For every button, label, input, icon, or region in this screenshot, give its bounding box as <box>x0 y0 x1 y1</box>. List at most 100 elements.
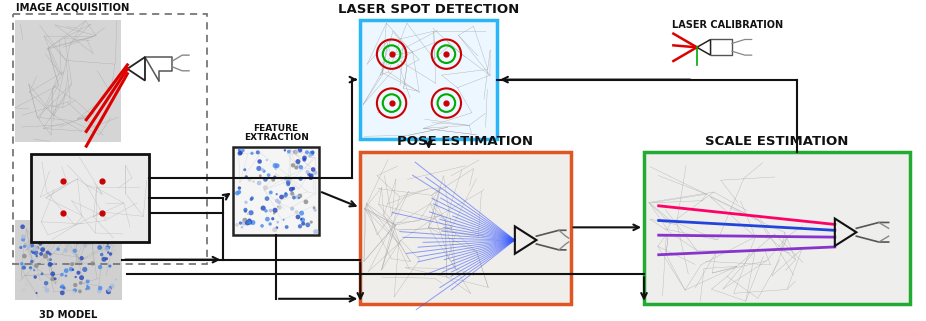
Point <box>19 277 33 282</box>
Point <box>239 200 254 205</box>
Point <box>293 224 307 229</box>
Point <box>232 189 246 195</box>
Point <box>54 234 69 239</box>
Point <box>258 185 273 190</box>
Point <box>35 259 50 265</box>
Point <box>62 233 77 238</box>
Point <box>302 172 317 177</box>
FancyBboxPatch shape <box>15 20 120 142</box>
Point <box>293 148 307 153</box>
Point <box>43 275 57 280</box>
Point <box>85 261 100 266</box>
Point <box>257 169 271 174</box>
Point <box>255 223 269 229</box>
Point <box>39 281 54 286</box>
Point <box>263 208 278 213</box>
Point <box>274 195 289 200</box>
Point <box>304 173 319 178</box>
Point <box>252 180 267 186</box>
Point <box>261 172 276 178</box>
Point <box>294 176 308 181</box>
Point <box>102 245 117 250</box>
Text: IMAGE ACQUISITION: IMAGE ACQUISITION <box>16 2 130 12</box>
Point <box>230 222 244 228</box>
Point <box>52 233 67 238</box>
Point <box>259 196 274 201</box>
Point <box>289 165 304 170</box>
FancyBboxPatch shape <box>360 20 497 139</box>
Point <box>64 267 79 272</box>
Point <box>269 225 284 230</box>
Point <box>238 218 253 223</box>
Point <box>306 150 320 155</box>
Point <box>66 267 81 272</box>
Point <box>240 220 255 225</box>
Point <box>15 261 30 266</box>
Point <box>54 284 69 290</box>
Point <box>282 176 297 181</box>
Point <box>43 251 57 256</box>
Point <box>238 209 253 214</box>
Point <box>295 221 310 226</box>
Point <box>271 200 286 205</box>
Point <box>55 272 69 277</box>
Point <box>103 251 118 256</box>
Point <box>237 221 252 226</box>
Point <box>56 285 71 291</box>
Point <box>16 237 31 242</box>
Point <box>23 265 38 270</box>
Point <box>307 208 322 213</box>
Point <box>244 151 259 156</box>
Point <box>246 179 261 184</box>
Point <box>245 220 260 225</box>
Point <box>68 282 82 288</box>
Point <box>79 287 94 292</box>
Text: 3D MODEL: 3D MODEL <box>40 309 98 319</box>
Point <box>244 197 258 202</box>
Point <box>15 224 30 229</box>
Point <box>68 288 82 293</box>
Point <box>44 257 58 262</box>
Point <box>80 283 94 288</box>
Point <box>289 209 304 214</box>
Point <box>263 221 278 227</box>
Point <box>31 245 45 250</box>
FancyBboxPatch shape <box>233 147 319 235</box>
Point <box>234 225 249 230</box>
Point <box>235 148 250 153</box>
Point <box>297 157 312 162</box>
Point <box>73 280 88 285</box>
Point <box>26 249 41 254</box>
Point <box>294 211 309 216</box>
Point <box>19 281 34 286</box>
Point <box>304 220 319 225</box>
Point <box>58 273 73 278</box>
Point <box>92 288 106 293</box>
Point <box>40 223 55 228</box>
Point <box>269 192 284 197</box>
Point <box>48 276 63 282</box>
Point <box>90 224 105 229</box>
Point <box>99 256 114 261</box>
Point <box>291 159 306 164</box>
Point <box>293 193 307 198</box>
Point <box>106 248 120 254</box>
Point <box>59 227 74 232</box>
Point <box>69 237 84 242</box>
Point <box>258 177 273 182</box>
Point <box>43 262 57 267</box>
Point <box>101 250 116 255</box>
Point <box>243 177 257 182</box>
Point <box>268 175 282 180</box>
Point <box>18 244 32 249</box>
Point <box>28 246 43 251</box>
Point <box>105 237 119 242</box>
Point <box>70 240 85 245</box>
Point <box>25 236 40 241</box>
Point <box>304 173 319 178</box>
Text: SCALE ESTIMATION: SCALE ESTIMATION <box>706 135 849 148</box>
Point <box>253 173 268 178</box>
Point <box>29 263 44 268</box>
Point <box>308 229 323 234</box>
Point <box>286 186 301 191</box>
